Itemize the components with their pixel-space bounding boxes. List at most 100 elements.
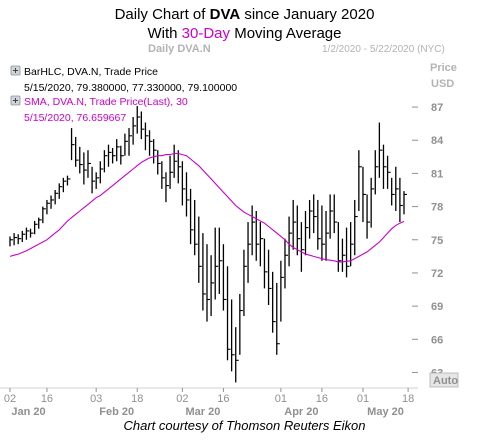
y-axis: 636669727578818487 — [412, 102, 444, 379]
hlc-bar — [263, 238, 268, 289]
hlc-bar — [354, 199, 358, 256]
chart-caption: Chart courtesy of Thomson Reuters Eikon — [123, 418, 366, 433]
hlc-bar — [91, 166, 96, 194]
x-tick-label: 16 — [217, 393, 229, 405]
hlc-bar — [116, 139, 120, 162]
hlc-bar — [169, 155, 174, 189]
header-date-range: 1/2/2020 - 5/22/2020 (NYC) — [322, 44, 445, 55]
y-tick-label: 87 — [431, 102, 443, 114]
hlc-bar — [214, 227, 219, 300]
hlc-bar — [206, 244, 210, 322]
header-symbol: Daily DVA.N — [148, 43, 211, 55]
hlc-bar — [239, 293, 243, 355]
hlc-bar — [17, 234, 22, 245]
hlc-bar — [308, 199, 313, 239]
hlc-bar — [280, 260, 284, 322]
hlc-bar — [329, 194, 334, 239]
hlc-bar — [33, 220, 38, 235]
x-month-label: Apr 20 — [284, 406, 318, 418]
hlc-bar — [185, 172, 190, 217]
hlc-bar — [304, 211, 309, 256]
hlc-bar — [362, 166, 366, 223]
title-suffix: since January 2020 — [240, 6, 375, 23]
hlc-bar — [337, 222, 342, 272]
hlc-bar — [321, 205, 325, 261]
hlc-bar — [148, 130, 153, 156]
hlc-bar — [75, 136, 79, 167]
x-month-label: May 20 — [367, 406, 404, 418]
hlc-bar — [79, 146, 83, 174]
x-month-label: Feb 20 — [99, 406, 134, 418]
x-tick-label: 02 — [176, 393, 188, 405]
hlc-bar — [366, 194, 371, 239]
x-tick-label: 18 — [402, 393, 414, 405]
hlc-bar — [144, 122, 149, 151]
auto-button[interactable]: Auto — [429, 372, 459, 388]
hlc-bars — [9, 105, 407, 383]
hlc-bar — [62, 177, 67, 193]
legend-sma-icon[interactable] — [10, 95, 21, 106]
hlc-bar — [70, 128, 75, 161]
x-tick-label: 16 — [316, 393, 328, 405]
hlc-bar — [370, 177, 375, 228]
hlc-bar — [13, 233, 18, 246]
hlc-bar — [46, 199, 50, 215]
hlc-bar — [42, 206, 46, 224]
y-tick-label: 84 — [431, 135, 444, 147]
hlc-bar — [83, 152, 87, 185]
title-ticker: DVA — [209, 6, 241, 23]
hlc-bar — [247, 222, 252, 283]
title2-prefix: With — [147, 25, 182, 42]
hlc-bar — [395, 166, 399, 212]
hlc-bar — [235, 327, 239, 383]
y-tick-label: 72 — [431, 268, 443, 280]
hlc-bar — [21, 230, 26, 242]
hlc-bar — [157, 150, 161, 175]
title2-accent: 30-Day — [181, 25, 231, 42]
hlc-bar — [267, 249, 272, 306]
y-tick-label: 81 — [431, 168, 443, 180]
hlc-bar — [58, 183, 63, 199]
hlc-bar — [276, 282, 280, 355]
x-month-label: Jan 20 — [11, 406, 45, 418]
hlc-bar — [66, 175, 71, 186]
x-tick-label: 18 — [131, 393, 143, 405]
hlc-bar — [243, 249, 247, 317]
hlc-bar — [374, 150, 379, 195]
legend-barhlc-icon[interactable] — [10, 65, 21, 76]
hlc-bar — [202, 233, 206, 311]
hlc-bar — [349, 222, 354, 267]
title-prefix: Daily Chart of — [114, 6, 210, 23]
hlc-bar — [313, 194, 317, 234]
x-tick-label: 01 — [275, 393, 287, 405]
hlc-bar — [317, 199, 321, 250]
hlc-bar — [296, 205, 301, 256]
hlc-bar — [386, 155, 391, 189]
hlc-bar — [54, 190, 59, 205]
legend-sma-title: SMA, DVA.N, Trade Price(Last), 30 — [24, 96, 188, 108]
hlc-bar — [103, 150, 108, 173]
hlc-bar — [99, 161, 104, 184]
hlc-bar — [210, 255, 215, 317]
x-tick-label: 16 — [41, 393, 53, 405]
hlc-bar — [38, 217, 42, 229]
hlc-bar — [29, 228, 34, 238]
hlc-bar — [218, 227, 223, 294]
hlc-bar — [251, 205, 256, 256]
hlc-bar — [341, 238, 346, 272]
x-month-label: Mar 20 — [185, 406, 220, 418]
hlc-bar — [95, 172, 100, 189]
hlc-bar — [189, 188, 194, 245]
y-tick-label: 75 — [431, 235, 443, 247]
hlc-bar — [9, 236, 13, 247]
hlc-bar — [87, 150, 91, 178]
x-tick-label: 03 — [90, 393, 102, 405]
hlc-bar — [152, 139, 157, 164]
hlc-bar — [50, 195, 55, 209]
x-tick-label: 01 — [357, 393, 369, 405]
hlc-bar — [358, 150, 362, 212]
hlc-bar — [198, 216, 202, 283]
hlc-bar — [111, 147, 116, 164]
hlc-bar — [173, 144, 178, 178]
